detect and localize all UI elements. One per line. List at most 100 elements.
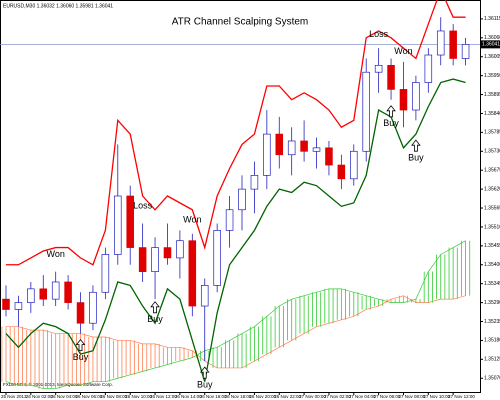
x-tick-label: 26 Nov 14:00 — [175, 394, 202, 399]
y-tick-label: 1.36115 — [484, 16, 500, 22]
candle-body — [188, 240, 197, 307]
candle-body — [362, 71, 370, 152]
candle-body — [39, 288, 48, 300]
x-tick-label: 27 Nov 12:00 — [448, 394, 475, 399]
candle-body — [312, 147, 321, 152]
y-tick-label: 1.35565 — [484, 205, 500, 211]
y-tick-label: 1.35070 — [484, 376, 500, 382]
candle-body — [449, 30, 457, 59]
x-tick-label: 26 Nov 18:00 — [225, 394, 252, 399]
y-tick-label: 1.35290 — [484, 300, 500, 306]
annotation: Buy — [197, 379, 213, 389]
y-tick-label: 1.35400 — [484, 262, 500, 268]
x-tick-label: 27 Nov 08:00 — [398, 394, 425, 399]
candle-body — [2, 298, 10, 310]
x-tick-label: 27 Nov 04:00 — [349, 394, 376, 399]
x-tick-label: 26 Nov 12:00 — [150, 394, 177, 399]
annotation: Loss — [133, 201, 153, 211]
candle-body — [200, 285, 209, 307]
symbol-info: EURUSD,M30 1.36032 1.36060 1.35981 1.360… — [3, 3, 113, 9]
x-tick-label: 26 Nov 10:00 — [125, 394, 152, 399]
current-price-label: 1.36041 — [482, 42, 500, 48]
y-tick-label: 1.35235 — [484, 319, 500, 325]
annotation: Loss — [369, 29, 389, 39]
buy-arrow — [150, 301, 160, 314]
x-tick-label: 26 Nov 20:00 — [249, 394, 276, 399]
y-tick-label: 1.35620 — [484, 186, 500, 192]
candle-body — [163, 247, 172, 259]
buy-arrow — [411, 139, 421, 152]
y-tick-label: 1.35950 — [484, 73, 500, 79]
y-tick-label: 1.35840 — [484, 111, 500, 117]
annotation: Won — [183, 214, 201, 224]
y-tick-label: 1.35455 — [484, 243, 500, 249]
candle-body — [374, 64, 383, 73]
candle-body — [51, 281, 60, 300]
buy-arrow — [75, 338, 86, 352]
x-tick-label: 27 Nov 02:00 — [324, 394, 351, 399]
plot-frame — [0, 0, 481, 393]
x-tick-label: 27 Nov 00:00 — [299, 394, 326, 399]
current-price-tag — [480, 40, 500, 49]
candle-body — [461, 44, 470, 59]
upper-channel — [6, 0, 466, 266]
footer: FXDM MT4, © 2001-2013, MetaQuotes Softwa… — [3, 381, 113, 387]
chart-title: ATR Channel Scalping System — [172, 17, 309, 28]
candle-body — [151, 247, 159, 272]
x-tick-label: 26 Nov 04:00 — [51, 394, 78, 399]
buy-arrow — [386, 105, 396, 118]
y-tick-label: 1.35510 — [484, 224, 500, 230]
candle-body — [412, 82, 420, 111]
candle-body — [138, 247, 147, 272]
annotation: Buy — [73, 352, 89, 362]
candle-body — [238, 188, 246, 211]
lower-channel — [5, 78, 466, 382]
candle-body — [213, 230, 221, 286]
candle-body — [287, 140, 296, 156]
annotation: Buy — [408, 153, 424, 163]
candle-body — [263, 133, 271, 176]
x-tick-label: 26 Nov 16:00 — [200, 394, 227, 399]
annotation: Won — [47, 249, 65, 259]
candle-body — [76, 302, 85, 324]
y-tick-label: 1.35895 — [484, 92, 500, 98]
candle-body — [176, 240, 184, 259]
cloud-edge — [6, 295, 466, 369]
x-tick-label: 26 Nov 06:00 — [76, 394, 103, 399]
candle-body — [89, 291, 97, 324]
y-tick-label: 1.36005 — [484, 54, 500, 60]
x-tick-label: 26 Nov 02:00 — [26, 394, 53, 399]
annotation: Won — [394, 46, 412, 56]
buy-arrow — [199, 366, 210, 379]
candle-body — [126, 195, 134, 248]
candle-body — [399, 89, 408, 111]
x-tick-label: 26 Nov 08:00 — [100, 394, 127, 399]
candle-body — [350, 150, 358, 180]
candle-body — [14, 302, 23, 310]
y-tick-label: 1.36060 — [484, 35, 500, 41]
candle-body — [337, 164, 346, 180]
x-tick-label: 27 Nov 10:00 — [423, 394, 450, 399]
candle-body — [225, 209, 234, 231]
candle-body — [387, 64, 395, 90]
y-tick-label: 1.35125 — [484, 357, 500, 363]
y-tick-label: 1.35730 — [484, 149, 500, 155]
candle-body — [64, 281, 72, 303]
y-tick-label: 1.35180 — [484, 338, 500, 344]
candle-body — [424, 54, 433, 83]
candle-body — [250, 175, 259, 190]
candle-body — [300, 140, 308, 152]
candle-body — [325, 147, 333, 166]
cloud-edge — [5, 240, 466, 389]
y-tick-label: 1.35345 — [484, 281, 500, 287]
candle-body — [101, 254, 110, 293]
x-tick-label: 27 Nov 06:00 — [374, 394, 401, 399]
candle-body — [436, 30, 445, 56]
y-tick-label: 1.35785 — [484, 130, 500, 136]
x-tick-label: 26 Nov 22:00 — [274, 394, 301, 399]
candle-body — [114, 195, 122, 255]
candle-body — [27, 288, 35, 303]
annotation: Buy — [147, 314, 163, 324]
annotation: Buy — [383, 118, 399, 128]
